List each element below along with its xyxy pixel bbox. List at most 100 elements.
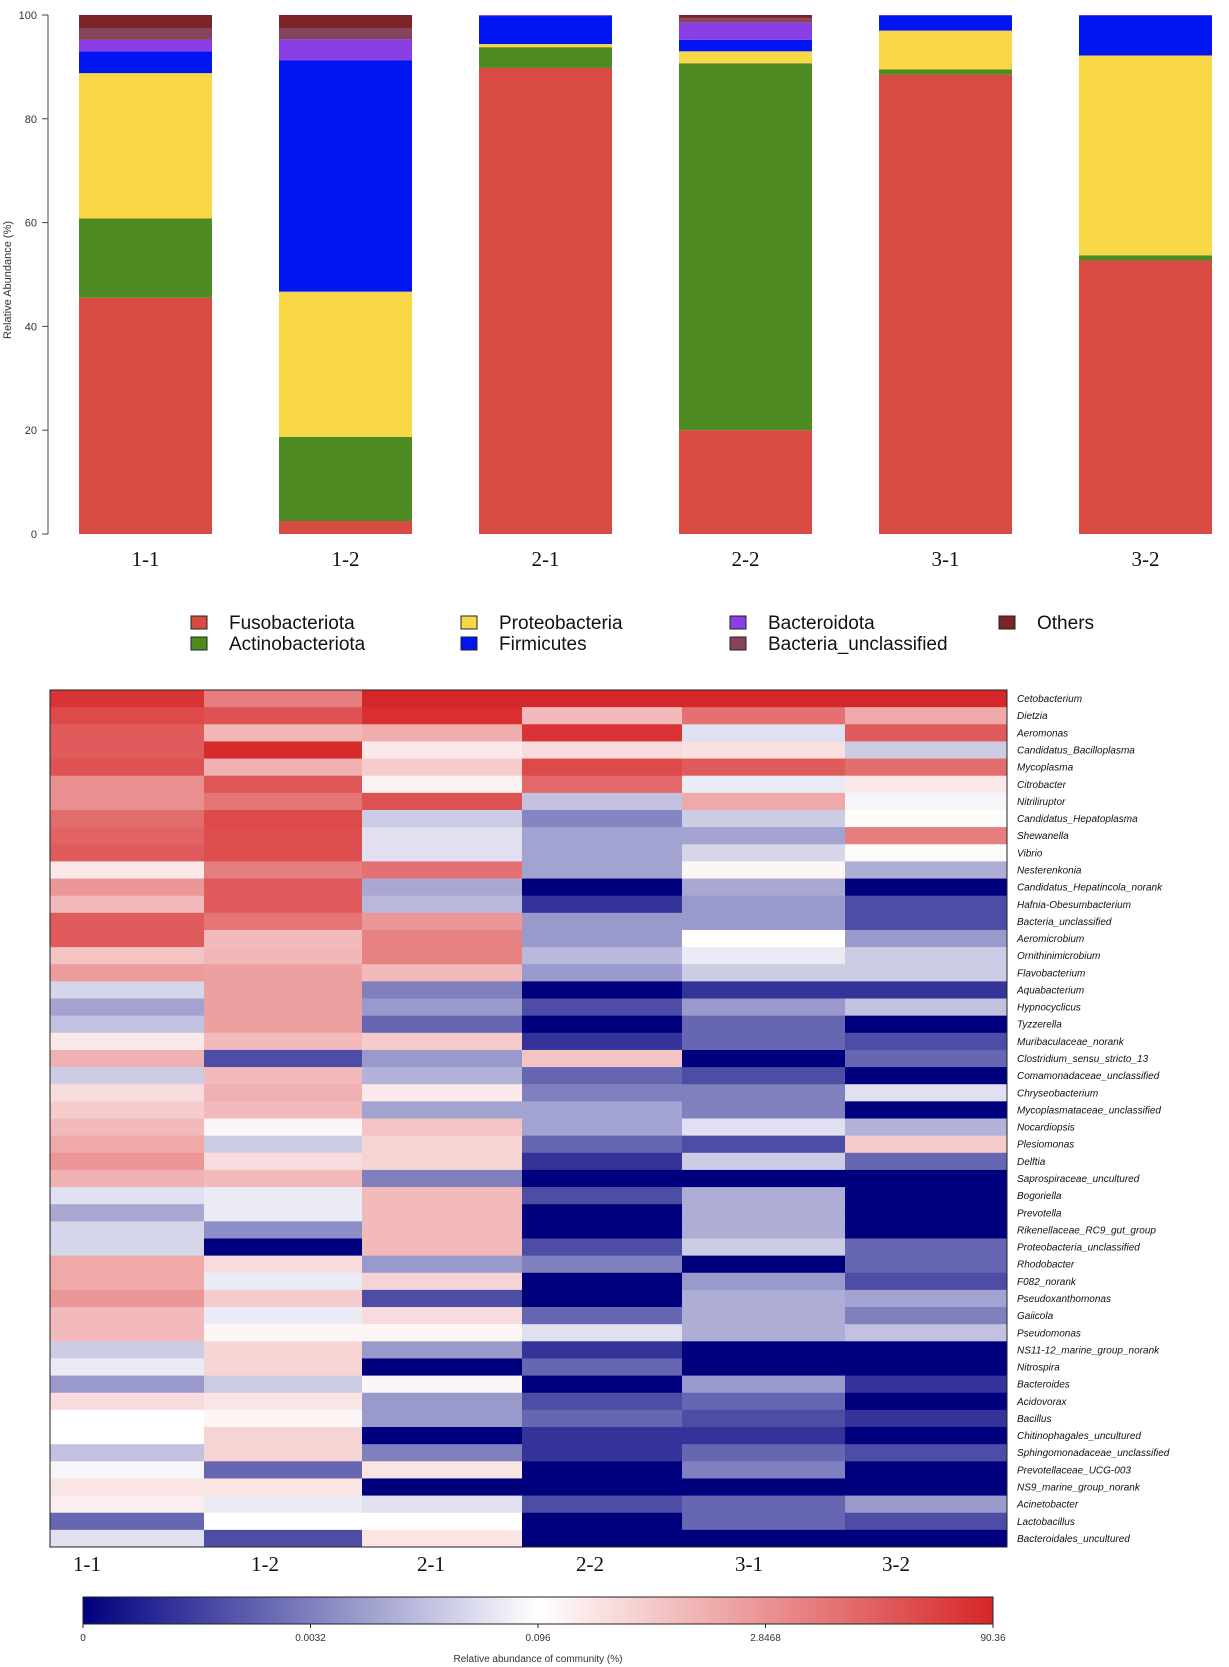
heatmap-row-label: Saprospiraceae_uncultured [1017,1174,1140,1185]
heatmap-cell [682,707,846,725]
heatmap-column-label: 3-2 [882,1552,910,1576]
heatmap-cell [682,929,846,948]
heatmap-cell [522,1358,683,1377]
heatmap-cell [50,1529,205,1548]
heatmap-cell [362,1341,523,1359]
heatmap-cell [522,741,683,760]
colorbar-gradient [82,1596,994,1625]
y-tick-label: 40 [25,321,37,333]
heatmap-column-label: 1-1 [73,1552,101,1576]
bar-segment-1-1-firmicutes [79,51,212,74]
heatmap-cell [204,1221,363,1239]
heatmap-cell [522,1255,683,1274]
heatmap-cell [682,1187,846,1205]
heatmap-cell [362,1169,523,1188]
heatmap-cell [845,1392,1008,1411]
legend-label-actinobacteriota: Actinobacteriota [229,634,366,655]
heatmap-cell [50,1375,205,1394]
heatmap-cell [362,1358,523,1377]
heatmap-cell [522,827,683,845]
heatmap-cell [50,1461,205,1479]
heatmap-cell [682,1238,846,1257]
heatmap-cell [522,895,683,914]
heatmap-cell [362,981,523,1000]
heatmap-cell [204,1289,363,1308]
heatmap-cell [50,1238,205,1257]
y-axis-ticks: 0 20 40 60 80 100 [19,10,48,541]
heatmap-cell [845,912,1008,931]
heatmap-cell [204,1015,363,1034]
heatmap-cell [204,1444,363,1462]
colorbar-tick-label: 2.8468 [750,1633,781,1644]
heatmap-cell [50,1272,205,1291]
heatmap-cell [204,707,363,725]
heatmap-cell [204,1478,363,1497]
heatmap-cell [682,1067,846,1085]
heatmap-cell [522,1135,683,1154]
heatmap-cell [204,775,363,794]
heatmap-cell [522,792,683,811]
heatmap-cell [50,690,205,708]
legend-swatch-proteobacteria [460,615,478,630]
bar-segment-3-2-actinobacteriota [1079,255,1212,261]
legend: Fusobacteriota Actinobacteriota Proteoba… [190,613,1094,655]
heatmap-cell [362,878,523,897]
bar-segment-2-1-proteobacteria [479,44,612,48]
heatmap-cell [522,1015,683,1034]
heatmap-row-label: Shewanella [1017,831,1069,842]
legend-label-fusobacteriota: Fusobacteriota [229,613,355,634]
colorbar-tick-label: 0.096 [525,1633,550,1644]
heatmap-cell [845,964,1008,982]
heatmap-cell [50,1392,205,1411]
colorbar-tick-label: 0.0032 [295,1633,326,1644]
heatmap-row-label: Proteobacteria_unclassified [1017,1243,1140,1254]
heatmap-cell [682,1375,846,1394]
heatmap-cell [522,1427,683,1445]
heatmap-cell [682,741,846,760]
heatmap-cell [682,1152,846,1171]
legend-item-proteobacteria: Proteobacteria [460,613,623,634]
heatmap-row-label: Sphingomonadaceae_unclassified [1017,1448,1170,1459]
heatmap-cell [362,1444,523,1462]
heatmap-cell [522,998,683,1017]
heatmap-row-label: Dietzia [1017,711,1048,722]
heatmap-cell [522,861,683,880]
heatmap-cell [682,1135,846,1154]
heatmap-cell [362,1067,523,1085]
heatmap-cell [204,1169,363,1188]
heatmap-cell [50,1341,205,1359]
heatmap-row-label: Chryseobacterium [1017,1088,1098,1099]
heatmap-cell [522,1375,683,1394]
heatmap-cell [845,792,1008,811]
heatmap-row-label: Aquabacterium [1016,985,1084,996]
heatmap-row-label: Flavobacterium [1017,968,1085,979]
heatmap-cell [204,792,363,811]
heatmap-cell [522,1324,683,1342]
y-tick-label: 80 [25,114,37,126]
heatmap-cell [682,1495,846,1514]
heatmap-cell [522,1409,683,1428]
heatmap-cell [845,707,1008,725]
heatmap-cell [682,1427,846,1445]
heatmap-column-label: 3-1 [735,1552,763,1576]
heatmap-cell [682,1169,846,1188]
heatmap-cell [845,1255,1008,1274]
x-category-label: 1-1 [132,547,160,571]
heatmap-cell [682,758,846,777]
heatmap-cell [204,1392,363,1411]
bar-segment-3-2-fusobacteriota [1079,260,1212,534]
heatmap-row-label: Chitinophagales_uncultured [1017,1431,1141,1442]
heatmap-row-label: Bogoriella [1017,1191,1062,1202]
heatmap-cell [845,861,1008,880]
legend-label-proteobacteria: Proteobacteria [499,613,623,634]
heatmap-cell [362,895,523,914]
heatmap-cell [522,1444,683,1462]
heatmap-cell [682,1289,846,1308]
heatmap-cell [362,724,523,742]
heatmap-cell [362,1392,523,1411]
heatmap-cell [362,758,523,777]
heatmap-cell [204,1255,363,1274]
heatmap-cell [682,1118,846,1137]
x-axis-categories: 1-1 1-2 2-1 2-2 3-1 3-2 [132,547,1160,571]
heatmap-cell [522,1478,683,1497]
